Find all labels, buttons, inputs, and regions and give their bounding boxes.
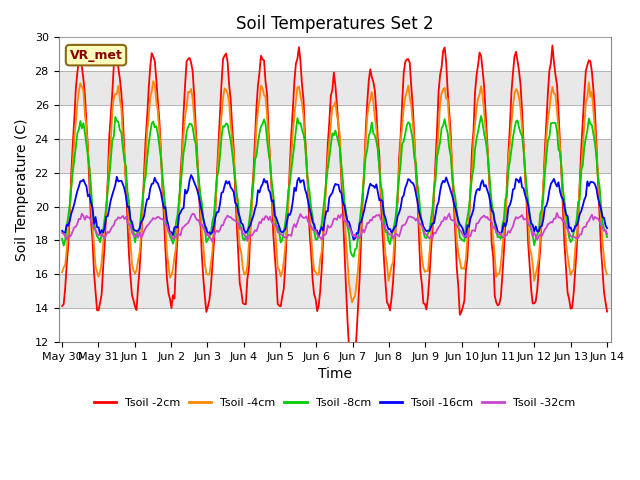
Tsoil -2cm: [349, 360, 357, 366]
Line: Tsoil -8cm: Tsoil -8cm: [62, 116, 607, 257]
Tsoil -2cm: [58, 303, 66, 309]
Tsoil -2cm: [576, 179, 584, 185]
Legend: Tsoil -2cm, Tsoil -4cm, Tsoil -8cm, Tsoil -16cm, Tsoil -32cm: Tsoil -2cm, Tsoil -4cm, Tsoil -8cm, Tsoi…: [90, 393, 580, 412]
Bar: [58, 240, 611, 274]
Bar: [58, 274, 611, 308]
Bar: [58, 308, 611, 342]
Tsoil -4cm: [298, 100, 306, 106]
Tsoil -2cm: [296, 58, 304, 64]
Tsoil -8cm: [125, 199, 132, 204]
Tsoil -16cm: [576, 211, 584, 217]
Tsoil -2cm: [125, 252, 132, 257]
Tsoil -4cm: [222, 87, 230, 93]
Tsoil -4cm: [604, 271, 611, 277]
Tsoil -2cm: [604, 309, 611, 314]
Tsoil -4cm: [125, 224, 132, 229]
Tsoil -16cm: [58, 228, 66, 234]
Bar: [58, 105, 611, 139]
Bar: [58, 71, 611, 105]
Tsoil -8cm: [349, 254, 357, 260]
X-axis label: Time: Time: [317, 367, 351, 381]
Tsoil -8cm: [221, 124, 228, 130]
Bar: [58, 206, 611, 240]
Tsoil -2cm: [548, 43, 556, 48]
Tsoil -32cm: [298, 214, 306, 220]
Tsoil -32cm: [553, 210, 561, 216]
Tsoil -8cm: [248, 194, 256, 200]
Tsoil -32cm: [58, 230, 66, 236]
Tsoil -16cm: [604, 225, 611, 231]
Line: Tsoil -32cm: Tsoil -32cm: [62, 213, 607, 242]
Line: Tsoil -16cm: Tsoil -16cm: [62, 175, 607, 240]
Bar: [58, 173, 611, 206]
Tsoil -32cm: [604, 231, 611, 237]
Tsoil -32cm: [222, 215, 230, 221]
Tsoil -16cm: [298, 178, 306, 183]
Tsoil -8cm: [576, 196, 584, 202]
Tsoil -16cm: [241, 228, 248, 233]
Tsoil -32cm: [209, 239, 216, 245]
Tsoil -4cm: [348, 300, 356, 305]
Tsoil -4cm: [250, 178, 257, 184]
Tsoil -4cm: [149, 78, 157, 84]
Bar: [58, 37, 611, 71]
Tsoil -8cm: [239, 236, 246, 241]
Y-axis label: Soil Temperature (C): Soil Temperature (C): [15, 119, 29, 261]
Tsoil -32cm: [241, 232, 248, 238]
Tsoil -32cm: [125, 221, 132, 227]
Title: Soil Temperatures Set 2: Soil Temperatures Set 2: [236, 15, 433, 33]
Tsoil -16cm: [188, 172, 195, 178]
Text: VR_met: VR_met: [70, 48, 122, 61]
Tsoil -32cm: [576, 231, 584, 237]
Tsoil -2cm: [248, 191, 256, 196]
Line: Tsoil -2cm: Tsoil -2cm: [62, 46, 607, 363]
Tsoil -4cm: [576, 182, 584, 188]
Tsoil -16cm: [250, 213, 257, 219]
Tsoil -2cm: [239, 300, 246, 306]
Tsoil -8cm: [296, 120, 304, 126]
Bar: [58, 139, 611, 173]
Tsoil -8cm: [58, 236, 66, 242]
Tsoil -32cm: [250, 230, 257, 236]
Tsoil -16cm: [349, 237, 357, 242]
Tsoil -4cm: [241, 272, 248, 277]
Tsoil -8cm: [604, 234, 611, 240]
Tsoil -4cm: [58, 269, 66, 275]
Tsoil -16cm: [222, 178, 230, 184]
Line: Tsoil -4cm: Tsoil -4cm: [62, 81, 607, 302]
Tsoil -8cm: [477, 113, 485, 119]
Tsoil -16cm: [125, 204, 132, 209]
Tsoil -2cm: [221, 53, 228, 59]
